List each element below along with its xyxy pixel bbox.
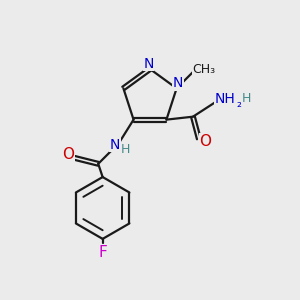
Text: NH: NH — [215, 92, 236, 106]
Text: ₂: ₂ — [237, 97, 242, 110]
Text: N: N — [143, 57, 154, 71]
Text: F: F — [98, 244, 107, 260]
Text: O: O — [62, 148, 74, 163]
Text: O: O — [199, 134, 211, 149]
Text: CH₃: CH₃ — [192, 63, 215, 76]
Text: N: N — [110, 138, 121, 152]
Text: H: H — [121, 142, 130, 156]
Text: H: H — [241, 92, 250, 105]
Text: N: N — [173, 76, 183, 90]
